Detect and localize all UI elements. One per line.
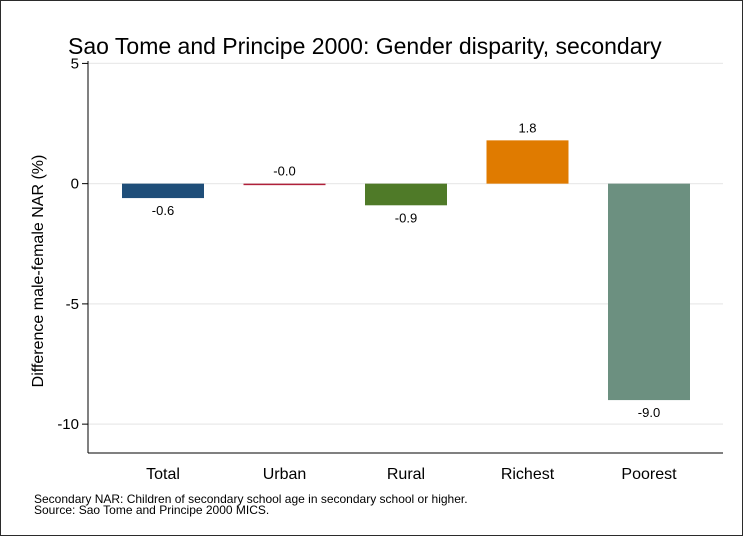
chart-title: Sao Tome and Principe 2000: Gender dispa… [68, 33, 662, 59]
bars [122, 140, 690, 401]
bar-value-label: -0.9 [395, 210, 417, 225]
footnote-definition: Secondary NAR: Children of secondary sch… [34, 492, 468, 506]
bar-value-label: -0.6 [152, 203, 174, 218]
bar-value-label: -9.0 [638, 405, 660, 420]
y-axis: 5 0 -5 -10 [57, 55, 723, 454]
x-tick-label: Rural [387, 466, 425, 483]
y-tick-label: -10 [57, 416, 79, 433]
x-tick-label: Urban [263, 466, 307, 483]
bar-urban [243, 183, 326, 186]
bar-total [122, 183, 204, 199]
bar-value-label: -0.0 [273, 164, 295, 179]
y-tick-label: 5 [71, 55, 79, 72]
bar-value-label: 1.8 [518, 120, 536, 135]
y-tick-label: -5 [66, 296, 79, 313]
x-tick-label: Total [146, 466, 180, 483]
footnote-source: Source: Sao Tome and Principe 2000 MICS. [34, 503, 270, 517]
x-axis-labels: Total Urban Rural Richest Poorest [146, 466, 677, 483]
bar-richest [486, 140, 569, 184]
bar-poorest [608, 183, 690, 401]
x-tick-label: Poorest [621, 466, 677, 483]
y-tick-label: 0 [71, 176, 79, 193]
x-tick-label: Richest [501, 466, 555, 483]
y-axis-title: Difference male-female NAR (%) [30, 155, 47, 388]
bar-rural [365, 183, 447, 206]
value-labels: -0.6 -0.0 -0.9 1.8 -9.0 [152, 120, 660, 420]
